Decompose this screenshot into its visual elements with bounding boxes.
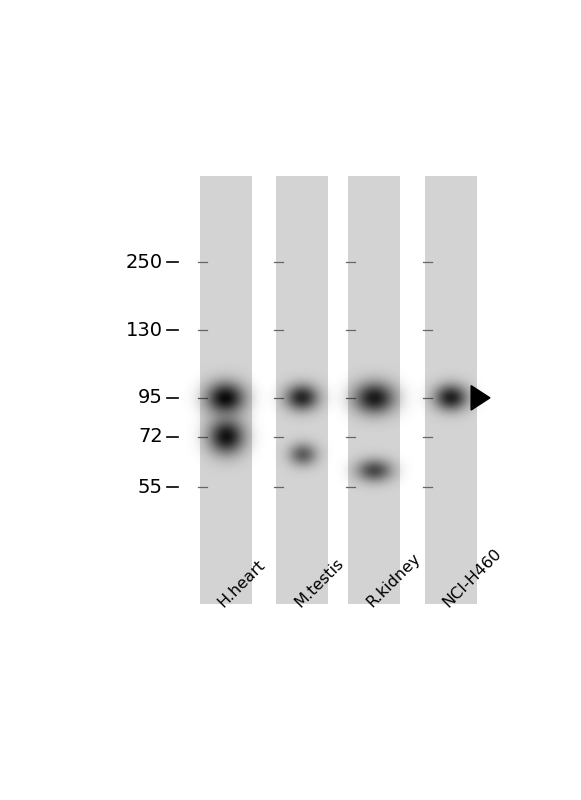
Bar bbox=[425, 176, 477, 604]
Text: H.heart: H.heart bbox=[215, 558, 268, 610]
Text: R.kidney: R.kidney bbox=[364, 550, 424, 610]
Bar bbox=[349, 176, 400, 604]
Bar bbox=[200, 176, 252, 604]
Text: NCI-H460: NCI-H460 bbox=[440, 546, 505, 610]
Text: 55: 55 bbox=[138, 478, 163, 497]
Text: M.testis: M.testis bbox=[292, 556, 346, 610]
Text: 130: 130 bbox=[125, 321, 163, 339]
Text: 250: 250 bbox=[125, 253, 163, 272]
Polygon shape bbox=[471, 386, 490, 410]
Bar bbox=[277, 176, 328, 604]
Text: 95: 95 bbox=[138, 388, 163, 407]
Text: 72: 72 bbox=[138, 427, 163, 446]
